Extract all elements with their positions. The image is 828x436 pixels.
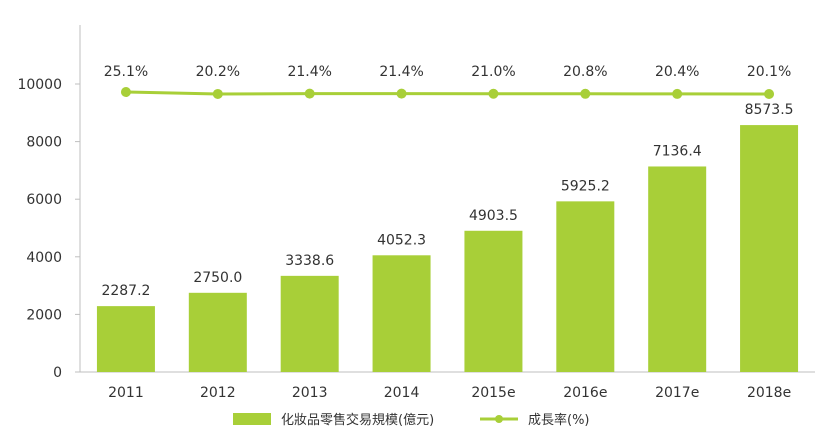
rate-line-series	[120, 87, 775, 99]
bar-label-2015e: 4903.5	[469, 208, 518, 224]
bar-2012	[188, 292, 247, 372]
rate-point-2017e	[672, 88, 683, 99]
legend-bar-swatch	[233, 413, 271, 425]
rate-data-labels: 25.1% 20.2% 21.4% 21.4% 21.0% 20.8% 20.4% 20.1%	[104, 64, 792, 80]
bar-2017e	[648, 166, 707, 372]
y-axis: 0 2000 4000 6000 8000 10000	[17, 25, 81, 381]
x-axis: 2011 2012 2013 2014 2015e 2016e 2017e 2018e	[80, 371, 815, 401]
rate-label-2013: 21.4%	[287, 64, 331, 80]
rate-polyline	[125, 90, 770, 96]
rate-label-2016e: 20.8%	[563, 64, 607, 80]
rate-label-2018e: 20.1%	[747, 64, 791, 80]
y-tick-label: 4000	[26, 250, 62, 266]
x-tick-label: 2016e	[563, 385, 607, 401]
rate-label-2017e: 20.4%	[655, 64, 699, 80]
y-tick-label: 2000	[26, 307, 62, 323]
y-tick-label: 8000	[26, 135, 62, 151]
bar-2015e	[464, 230, 523, 372]
rate-label-2012: 20.2%	[196, 64, 240, 80]
rate-point-2018e	[764, 89, 775, 99]
legend-line-marker	[495, 415, 503, 423]
y-tick-label: 0	[53, 365, 62, 381]
rate-label-2011: 25.1%	[104, 64, 148, 80]
rate-point-2012	[212, 88, 223, 99]
y-tick-label: 6000	[26, 192, 62, 208]
bar-2016e	[556, 201, 615, 372]
bar-label-2018e: 8573.5	[745, 102, 794, 118]
x-tick-label: 2015e	[471, 385, 515, 401]
rate-point-2015e	[488, 88, 499, 99]
rate-label-2014: 21.4%	[379, 64, 423, 80]
bar-label-2011: 2287.2	[101, 283, 150, 299]
y-tick-label: 10000	[17, 77, 62, 93]
rate-point-2013	[304, 88, 315, 99]
bar-2014	[372, 255, 431, 372]
legend-line-label: 成長率(%)	[528, 412, 590, 428]
bar-2011	[96, 306, 155, 372]
bar-label-2013: 3338.6	[285, 253, 334, 269]
rate-point-2014	[396, 88, 407, 99]
rate-label-2015e: 21.0%	[471, 64, 515, 80]
x-tick-label: 2017e	[655, 385, 699, 401]
x-tick-label: 2012	[200, 385, 236, 401]
bar-2018e	[740, 125, 799, 373]
bar-label-2012: 2750.0	[193, 270, 242, 286]
bar-data-labels: 2287.2 2750.0 3338.6 4052.3 4903.5 5925.2 7136…	[101, 102, 793, 299]
bar-label-2017e: 7136.4	[653, 143, 702, 159]
bar-label-2016e: 5925.2	[561, 178, 610, 194]
x-tick-label: 2014	[384, 385, 420, 401]
legend-bar-label: 化妝品零售交易規模(億元)	[281, 412, 434, 428]
legend: 化妝品零售交易規模(億元) 成長率(%)	[233, 412, 590, 428]
bar-label-2014: 4052.3	[377, 232, 426, 248]
rate-point-2011	[120, 87, 131, 97]
x-tick-label: 2018e	[747, 385, 791, 401]
bar-series	[96, 125, 799, 373]
x-tick-label: 2011	[108, 385, 144, 401]
rate-point-2016e	[580, 88, 591, 99]
bar-2013	[280, 275, 339, 372]
x-tick-label: 2013	[292, 385, 328, 401]
